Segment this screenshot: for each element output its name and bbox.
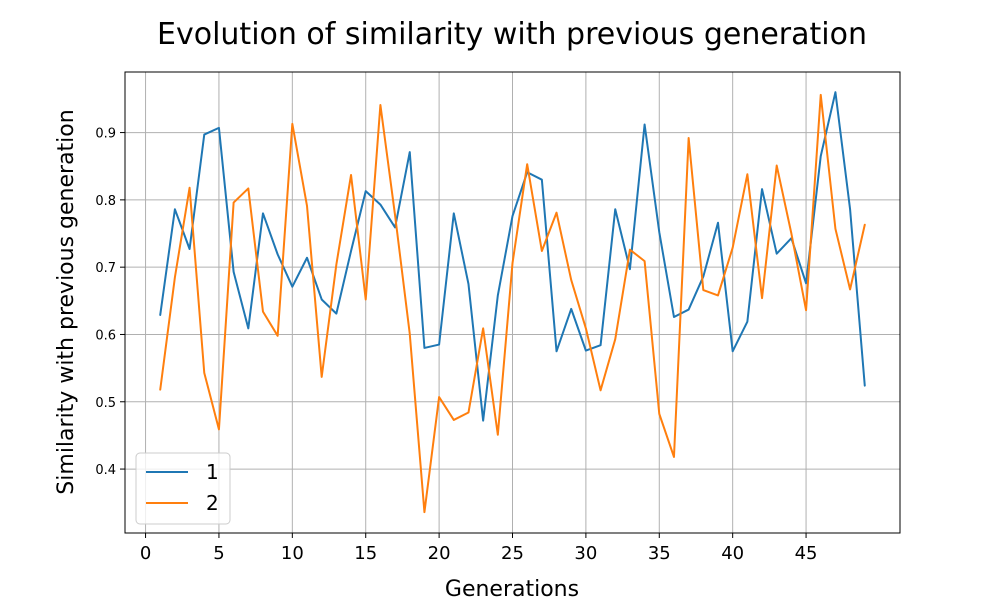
- y-tick-label: 0.9: [95, 127, 116, 142]
- x-tick-label: 35: [648, 543, 671, 564]
- x-tick-label: 45: [795, 543, 818, 564]
- x-tick-label: 15: [354, 543, 377, 564]
- x-tick-label: 40: [721, 543, 744, 564]
- y-tick-label: 0.8: [95, 194, 116, 209]
- x-tick-label: 5: [213, 543, 224, 564]
- y-axis-ticks: 0.4 0.5 0.6 0.7 0.8 0.9: [95, 127, 125, 478]
- x-axis-label: Generations: [445, 577, 579, 600]
- series-2-line: [159, 93, 866, 514]
- legend-box: [135, 452, 231, 525]
- y-tick-label: 0.4: [95, 463, 116, 478]
- y-tick-label: 0.7: [95, 261, 116, 276]
- y-tick-label: 0.5: [95, 396, 116, 411]
- y-tick-label: 0.6: [95, 328, 116, 343]
- legend-label-1: 1: [206, 460, 219, 484]
- x-tick-label: 30: [574, 543, 597, 564]
- series-lines: [159, 91, 866, 514]
- x-tick-label: 10: [281, 543, 304, 564]
- legend: 12: [135, 452, 231, 525]
- chart-title: Evolution of similarity with previous ge…: [157, 17, 867, 52]
- legend-label-2: 2: [206, 491, 219, 515]
- x-tick-label: 0: [140, 543, 151, 564]
- x-tick-label: 20: [428, 543, 451, 564]
- y-axis-label: Similarity with previous generation: [54, 109, 79, 494]
- x-axis-ticks: 0 5 10 15 20 25 30 35 40 45: [140, 533, 818, 564]
- x-tick-label: 25: [501, 543, 524, 564]
- series-1-line: [159, 91, 866, 422]
